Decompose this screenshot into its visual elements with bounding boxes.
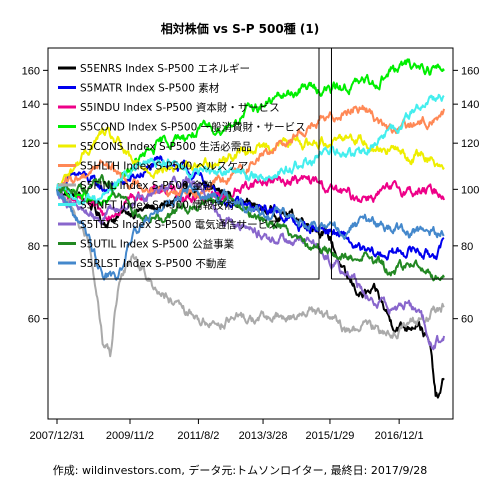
x-tick-label: 2013/3/28 (239, 430, 288, 442)
legend: S5ENRS Index S-P500 エネルギー S5MATR Index S-… (58, 63, 306, 270)
y-tick-label: 120 (22, 138, 40, 150)
y-tick-label: 60 (28, 314, 40, 326)
series-line (56, 93, 445, 206)
legend-label: S5UTIL Index S-P500 公益事業 (80, 238, 235, 251)
chart-title: 相対株価 vs S-P 500種 (1) (161, 21, 319, 36)
y-tick-label: 140 (22, 99, 40, 111)
series-line (56, 175, 445, 351)
x-tick-label: 2011/8/2 (177, 430, 219, 442)
series-lines (56, 58, 445, 399)
axes: 60 60 80 80 100 100 120 120 140 140 160 160 2007/12/… (22, 65, 480, 442)
y-tick-label: 100 (22, 184, 40, 196)
y-tick-label-right: 60 (461, 314, 473, 326)
caption: 作成: wildinvestors.com, データ元:トムソンロイター, 最終… (53, 463, 427, 477)
series-line (56, 183, 445, 358)
y-tick-label-right: 80 (461, 241, 473, 253)
legend-label: S5CONS Index S-P500 生活必需品 (80, 140, 252, 153)
legend-label: S5RLST Index S-P500 不動産 (80, 257, 227, 270)
series-line (56, 174, 445, 282)
y-tick-label-right: 140 (461, 99, 479, 111)
x-tick-label: 2007/12/31 (29, 430, 84, 442)
y-tick-label-right: 120 (461, 138, 479, 150)
y-tick-label-right: 100 (461, 184, 479, 196)
legend-label: S5INDU Index S-P500 資本財・サービス (80, 101, 280, 114)
legend-box (47, 47, 320, 280)
vertical-marker-group (330, 48, 453, 280)
x-tick-label: 2015/1/29 (305, 430, 354, 442)
legend-label: S5FINL Index S-P500 金融 (80, 179, 213, 192)
y-tick-label-right: 160 (461, 65, 479, 77)
x-tick-label: 2009/11/2 (106, 430, 154, 442)
legend-label: S5HLTH Index S-P500 ヘルスケア (80, 161, 248, 173)
series-line (56, 183, 445, 281)
legend-label: S5COND Index S-P500 一般消費財・サービス (80, 121, 306, 134)
x-tick-label: 2016/12/1 (375, 430, 424, 442)
legend-label: S5ENRS Index S-P500 エネルギー (80, 63, 250, 75)
legend-label: S5INFT Index S-P500 情報技術 (80, 199, 235, 212)
y-tick-label: 80 (28, 241, 40, 253)
y-tick-label: 160 (22, 65, 40, 77)
legend-label: S5MATR Index S-P500 素材 (80, 82, 220, 95)
legend-label: S5TELS Index S-P500 電気通信サービス (80, 218, 279, 231)
series-line (56, 126, 445, 190)
